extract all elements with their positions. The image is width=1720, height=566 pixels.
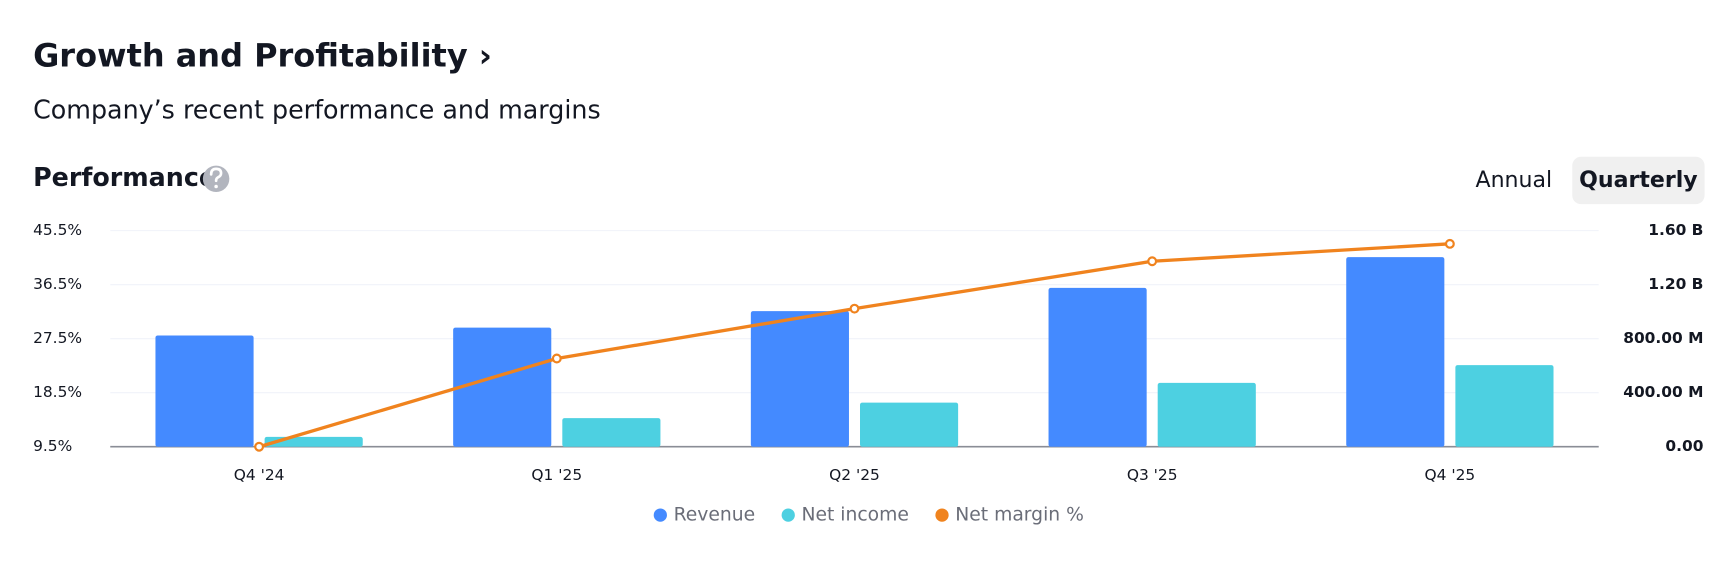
page-title[interactable]: Growth and Profitability › <box>33 37 492 75</box>
legend: Revenue Net income Net margin % <box>653 505 1084 526</box>
x-tick-label: Q3 '25 <box>1127 466 1178 484</box>
bar <box>1346 257 1445 447</box>
toggle-option[interactable]: Annual <box>1476 168 1553 193</box>
x-tick-label: Q4 '25 <box>1425 466 1476 484</box>
line-point <box>1147 256 1158 267</box>
bar <box>1048 287 1147 447</box>
help-dot <box>214 184 218 189</box>
toggle-active-bg <box>1572 156 1705 205</box>
legend-item[interactable]: Revenue <box>653 505 756 526</box>
help-glyph <box>209 167 223 183</box>
bar <box>453 327 552 447</box>
x-tick-label: Q4 '24 <box>234 466 285 484</box>
line-point <box>1444 238 1455 249</box>
line-point <box>551 353 562 364</box>
legend-swatch <box>935 508 949 522</box>
y-tick-label: 36.5% <box>33 275 82 293</box>
legend-label: Revenue <box>674 505 756 526</box>
y-tick-label: 45.5% <box>33 221 82 239</box>
x-tick-label: Q2 '25 <box>829 466 880 484</box>
subtitle: Company’s recent performance and margins <box>33 95 601 125</box>
y2-tick-label: 400.00 M <box>1623 383 1703 401</box>
y-tick-label: 18.5% <box>33 383 82 401</box>
bar <box>1455 365 1554 447</box>
legend-swatch <box>653 508 667 522</box>
help-icon[interactable] <box>202 165 230 193</box>
x-tick-label: Q1 '25 <box>531 466 582 484</box>
toggle-option[interactable]: Quarterly <box>1579 168 1697 193</box>
y-tick-label: 9.5% <box>33 437 72 455</box>
y2-tick-label: 0.00 <box>1665 437 1703 455</box>
line <box>258 242 1450 449</box>
bar <box>155 335 254 447</box>
y2-tick-label: 800.00 M <box>1623 329 1703 347</box>
plot: 9.5% 18.5% 27.5% 36.5% 45.5% 0.00 400.00 M 800.… <box>33 221 1703 525</box>
bar <box>1157 382 1256 447</box>
section-title: Performance <box>33 162 216 192</box>
legend-item[interactable]: Net margin % <box>935 505 1084 526</box>
line-point <box>849 303 860 314</box>
bar <box>562 418 661 447</box>
bar <box>860 402 959 447</box>
y-tick-label: 27.5% <box>33 329 82 347</box>
legend-item[interactable]: Net income <box>781 505 909 526</box>
y2-tick-label: 1.20 B <box>1648 275 1703 293</box>
y2-tick-label: 1.60 B <box>1648 221 1703 239</box>
line-point <box>254 441 265 452</box>
bar <box>750 311 849 447</box>
legend-swatch <box>781 508 795 522</box>
legend-label: Net margin % <box>955 505 1084 526</box>
legend-label: Net income <box>801 505 908 526</box>
